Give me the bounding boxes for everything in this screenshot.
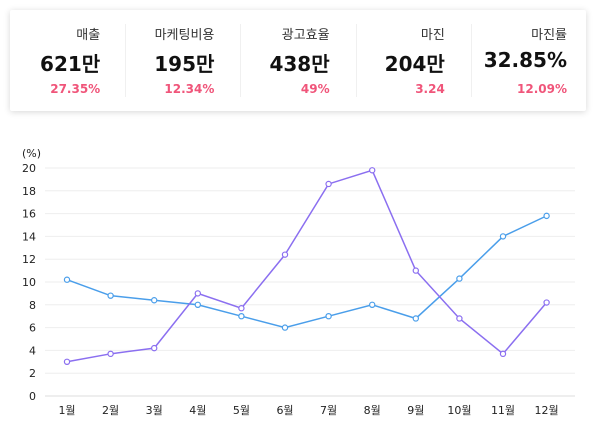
data-point bbox=[194, 301, 201, 308]
data-point bbox=[63, 276, 71, 283]
series-line bbox=[66, 215, 547, 329]
x-tick-label: 2월 bbox=[102, 404, 119, 417]
kpi-margin: 마진 204만 3.24 bbox=[355, 10, 471, 111]
data-point bbox=[499, 233, 507, 240]
line-chart: (%) 0 2 4 6 8 10 12 14 16 18 20 1월 2월 3월 4월 5월 6월 7월 8월 9월 1… bbox=[22, 147, 575, 417]
data-point bbox=[238, 312, 245, 320]
data-point bbox=[150, 344, 158, 352]
kpi-summary-card: 매출 621만 27.35% 마케팅비용 195만 12.34% 광고효율 43… bbox=[10, 10, 586, 111]
series-line bbox=[66, 169, 548, 363]
x-tick-label: 3월 bbox=[146, 404, 163, 417]
data-point bbox=[281, 251, 289, 258]
kpi-change: 49% bbox=[300, 82, 330, 96]
kpi-change: 27.35% bbox=[50, 82, 101, 96]
x-tick-label: 9월 bbox=[407, 404, 424, 417]
y-tick-label: 18 bbox=[22, 185, 36, 198]
x-tick-label: 4월 bbox=[189, 404, 206, 417]
data-point bbox=[369, 167, 376, 174]
data-point bbox=[456, 275, 463, 282]
data-point bbox=[63, 358, 71, 365]
kpi-change: 12.34% bbox=[164, 82, 215, 96]
y-tick-label: 8 bbox=[29, 299, 36, 312]
kpi-label: 마케팅비용 bbox=[154, 28, 215, 43]
y-tick-label: 16 bbox=[22, 208, 36, 221]
kpi-value: 32.85% bbox=[483, 48, 568, 72]
y-tick-label: 0 bbox=[29, 390, 36, 403]
y-tick-label: 6 bbox=[29, 322, 36, 335]
x-tick-label: 5월 bbox=[233, 404, 250, 417]
kpi-value: 621만 bbox=[40, 52, 101, 76]
kpi-label: 마진률 bbox=[531, 28, 568, 43]
y-tick-label: 2 bbox=[29, 367, 36, 380]
data-point bbox=[107, 350, 114, 358]
kpi-ad-efficiency: 광고효율 438만 49% bbox=[240, 10, 355, 111]
data-point bbox=[543, 212, 550, 220]
x-tick-label: 6월 bbox=[276, 404, 293, 417]
x-tick-label: 11월 bbox=[491, 404, 515, 417]
kpi-change: 12.09% bbox=[517, 82, 568, 96]
x-tick-label: 7월 bbox=[320, 404, 337, 417]
data-point bbox=[499, 350, 507, 358]
data-point bbox=[325, 180, 332, 188]
data-point bbox=[325, 312, 332, 320]
y-tick-label: 20 bbox=[22, 162, 36, 175]
y-tick-label: 4 bbox=[29, 344, 36, 357]
data-point bbox=[194, 290, 201, 297]
kpi-change: 3.24 bbox=[415, 82, 445, 96]
data-point bbox=[107, 292, 114, 299]
y-tick-label: 10 bbox=[22, 276, 36, 289]
data-point bbox=[150, 297, 158, 304]
data-point bbox=[412, 267, 419, 274]
data-point bbox=[412, 315, 419, 322]
series-1 bbox=[63, 212, 550, 331]
data-point bbox=[543, 299, 550, 306]
y-tick-label: 14 bbox=[22, 230, 36, 243]
kpi-label: 마진 bbox=[420, 28, 445, 43]
kpi-value: 204만 bbox=[384, 52, 445, 76]
data-point bbox=[281, 324, 289, 331]
chart-axes: 0 2 4 6 8 10 12 14 16 18 20 1월 2월 3월 4월 5월 6월 7월 8월 9월 10월 11… bbox=[22, 162, 575, 417]
kpi-margin-rate: 마진률 32.85% 12.09% bbox=[470, 10, 586, 111]
kpi-revenue: 매출 621만 27.35% bbox=[10, 10, 125, 111]
kpi-value: 438만 bbox=[269, 52, 330, 76]
y-tick-label: 12 bbox=[22, 253, 36, 266]
x-tick-label: 10월 bbox=[447, 404, 471, 417]
kpi-value: 195만 bbox=[154, 52, 215, 76]
data-point bbox=[456, 315, 463, 322]
x-tick-label: 8월 bbox=[364, 404, 381, 417]
data-point bbox=[238, 305, 245, 312]
x-tick-label: 1월 bbox=[58, 404, 75, 417]
series-2 bbox=[63, 167, 550, 365]
data-point bbox=[369, 301, 376, 308]
kpi-marketing-cost: 마케팅비용 195만 12.34% bbox=[125, 10, 240, 111]
kpi-label: 매출 bbox=[76, 28, 101, 43]
kpi-label: 광고효율 bbox=[281, 28, 330, 43]
chart-series bbox=[63, 167, 550, 365]
chart-grid bbox=[45, 167, 575, 374]
y-axis-unit-label: (%) bbox=[22, 147, 41, 160]
x-tick-label: 12월 bbox=[535, 404, 559, 417]
